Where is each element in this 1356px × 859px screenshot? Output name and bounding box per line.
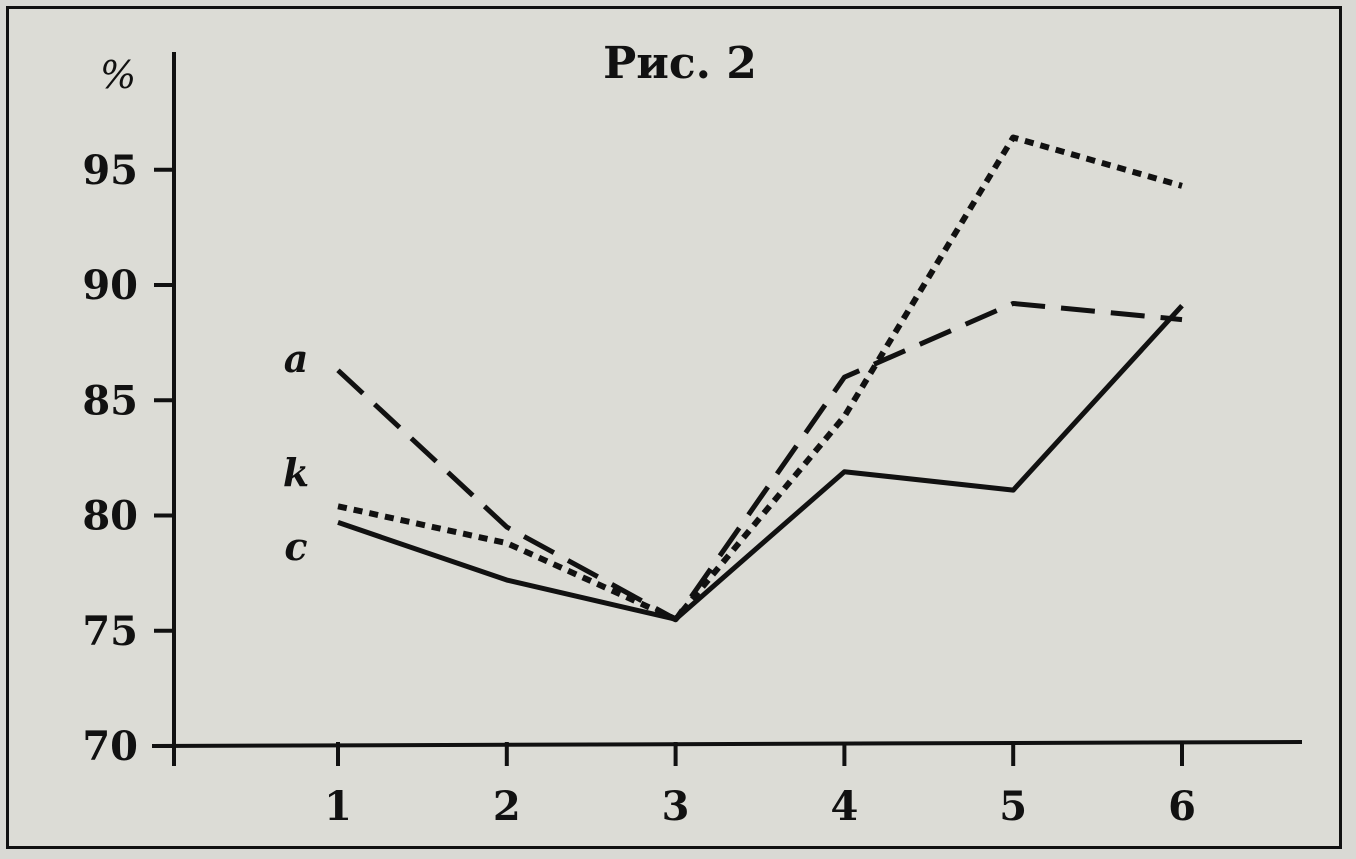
series-line-k — [337, 134, 1183, 623]
x-tick-label: 4 — [830, 783, 858, 830]
y-axis-unit: % — [100, 53, 136, 97]
chart-title: Рис. 2 — [603, 38, 757, 89]
series-label-k: k — [283, 450, 309, 495]
y-tick-label: 80 — [82, 493, 138, 540]
x-axis-line — [151, 740, 1303, 748]
y-tick-label: 75 — [82, 608, 138, 655]
x-tick-label: 1 — [324, 783, 352, 830]
x-tick-label: 2 — [493, 783, 521, 830]
y-tick-label: 95 — [82, 147, 138, 194]
series-label-a: a — [284, 336, 309, 381]
y-ticks: 70 75 80 85 90 95 — [82, 147, 174, 770]
series-line-c — [337, 304, 1184, 622]
x-ticks: 1 2 3 4 5 6 — [324, 742, 1196, 830]
series-labels: a kc — [283, 336, 309, 569]
series-label-c: c — [284, 524, 307, 569]
y-tick-label: 85 — [82, 377, 138, 424]
x-tick-label: 6 — [1168, 783, 1196, 830]
x-tick-label: 3 — [662, 783, 690, 830]
y-tick-label: 90 — [82, 262, 138, 309]
series-line-a — [336, 300, 1183, 622]
y-tick-label: 70 — [82, 723, 138, 770]
chart-frame — [6, 6, 1342, 849]
x-tick-label: 5 — [999, 783, 1027, 830]
series-lines — [336, 134, 1184, 623]
axes — [151, 52, 1303, 766]
